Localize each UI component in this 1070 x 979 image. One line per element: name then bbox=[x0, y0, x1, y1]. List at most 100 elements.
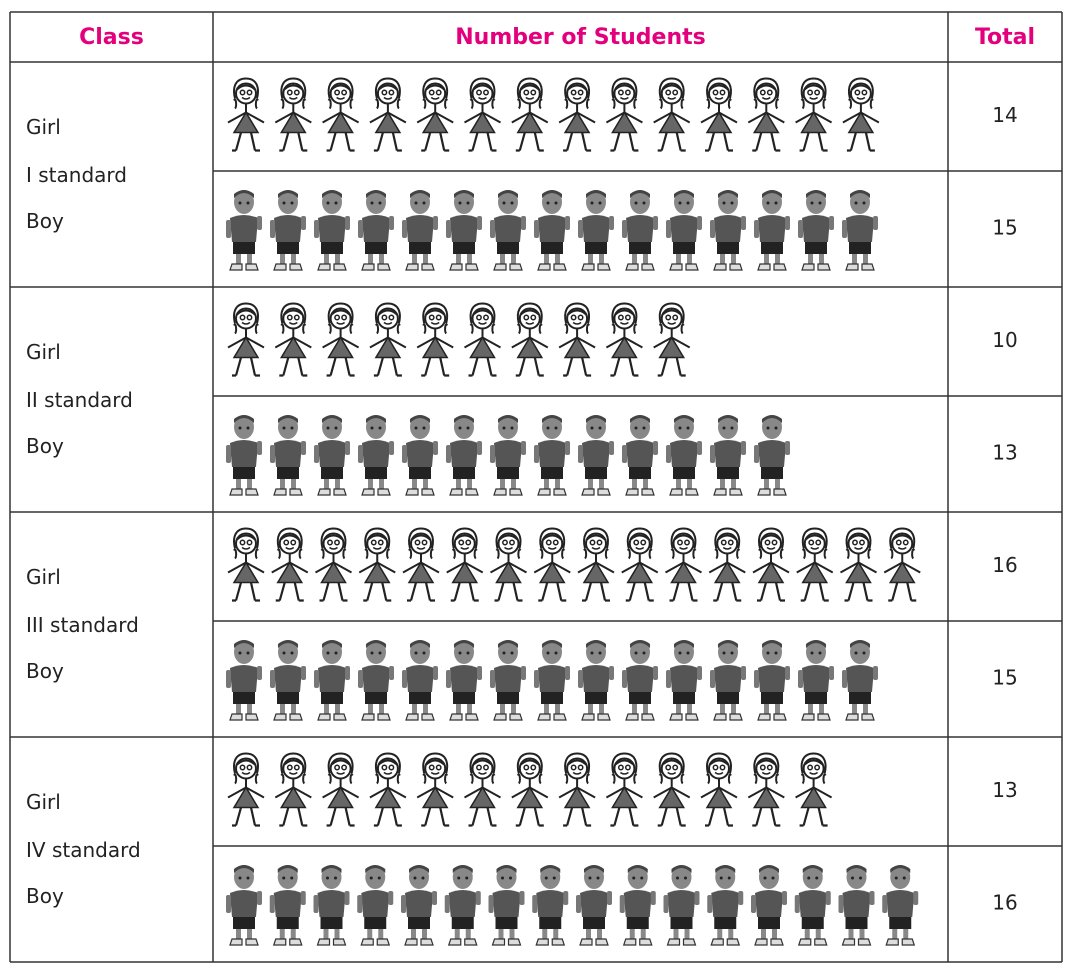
girl-icon bbox=[489, 527, 528, 602]
boy-icon bbox=[401, 414, 439, 496]
row-label: Boy bbox=[26, 209, 64, 233]
total-cell: 10 bbox=[992, 328, 1017, 352]
boy-icon bbox=[709, 639, 747, 721]
boy-icon bbox=[665, 639, 703, 721]
girl-icon bbox=[533, 527, 572, 602]
girl-icon bbox=[274, 302, 313, 377]
row-label: Girl bbox=[26, 790, 61, 814]
girl-icon bbox=[368, 752, 407, 827]
row-label: Girl bbox=[26, 340, 61, 364]
boy-icon bbox=[357, 189, 395, 271]
boy-icon bbox=[313, 414, 351, 496]
total-cell: 16 bbox=[992, 553, 1017, 577]
girl-icon bbox=[321, 752, 360, 827]
girl-icon bbox=[416, 752, 455, 827]
boy-icon bbox=[357, 414, 395, 496]
boy-icon bbox=[444, 864, 482, 946]
girl-icon bbox=[416, 302, 455, 377]
boy-icon bbox=[665, 414, 703, 496]
boy-icon bbox=[750, 864, 788, 946]
boy-icon bbox=[577, 414, 615, 496]
girl-icon bbox=[839, 527, 878, 602]
boy-icon bbox=[269, 639, 307, 721]
row-label: Girl bbox=[26, 565, 61, 589]
girl-icon bbox=[794, 752, 833, 827]
header-cell: Total bbox=[975, 25, 1035, 50]
girl-icon bbox=[652, 302, 691, 377]
girl-icon bbox=[652, 752, 691, 827]
class-name: I standard bbox=[26, 163, 127, 187]
girl-icon bbox=[510, 302, 549, 377]
boy-icon bbox=[881, 864, 919, 946]
boy-icon bbox=[533, 189, 571, 271]
boy-icon bbox=[313, 639, 351, 721]
girl-icon bbox=[795, 527, 834, 602]
boy-icon bbox=[356, 864, 394, 946]
boy-icon bbox=[619, 864, 657, 946]
girl-icon bbox=[605, 752, 644, 827]
boy-icon bbox=[445, 639, 483, 721]
boy-icon bbox=[225, 189, 263, 271]
boy-icon bbox=[794, 864, 832, 946]
boy-icon bbox=[487, 864, 526, 946]
girl-icon bbox=[463, 752, 502, 827]
boy-icon bbox=[489, 639, 527, 721]
boy-icon bbox=[837, 864, 876, 946]
girl-icon bbox=[883, 527, 922, 602]
total-cell: 15 bbox=[992, 666, 1017, 690]
row-label: Boy bbox=[26, 434, 64, 458]
girl-icon bbox=[226, 752, 266, 827]
girl-icon bbox=[664, 527, 703, 602]
girl-icon bbox=[751, 527, 791, 602]
boy-icon bbox=[531, 864, 569, 946]
boy-icon bbox=[269, 414, 307, 496]
boy-icon bbox=[445, 189, 483, 271]
girl-icon bbox=[401, 527, 441, 602]
girl-icon bbox=[652, 77, 691, 152]
girl-icon bbox=[620, 527, 659, 602]
boy-icon bbox=[797, 189, 835, 271]
girl-icon bbox=[557, 302, 597, 377]
girl-icon bbox=[747, 77, 786, 152]
boy-icon bbox=[665, 189, 703, 271]
boy-icon bbox=[753, 189, 791, 271]
boy-icon bbox=[445, 414, 483, 496]
boy-icon bbox=[621, 189, 659, 271]
girl-icon bbox=[699, 77, 739, 152]
class-name: III standard bbox=[26, 613, 139, 637]
row-label: Girl bbox=[26, 115, 61, 139]
total-cell: 15 bbox=[992, 216, 1017, 240]
boy-icon bbox=[225, 414, 263, 496]
girl-icon bbox=[274, 77, 313, 152]
boy-icon bbox=[841, 189, 879, 271]
boy-icon bbox=[709, 189, 747, 271]
girl-icon bbox=[841, 77, 881, 152]
boy-icon bbox=[269, 864, 307, 946]
girl-icon bbox=[226, 527, 266, 602]
girl-icon bbox=[708, 527, 747, 602]
total-cell: 14 bbox=[992, 103, 1017, 127]
boy-icon bbox=[489, 189, 527, 271]
class-name: IV standard bbox=[26, 838, 141, 862]
class-name: II standard bbox=[26, 388, 133, 412]
boy-icon bbox=[841, 639, 879, 721]
girl-icon bbox=[321, 302, 360, 377]
boy-icon bbox=[753, 414, 791, 496]
girl-icon bbox=[510, 752, 549, 827]
row-label: Boy bbox=[26, 884, 64, 908]
girl-icon bbox=[557, 77, 597, 152]
boy-icon bbox=[709, 414, 747, 496]
boy-icon bbox=[662, 864, 701, 946]
boy-icon bbox=[753, 639, 791, 721]
total-cell: 13 bbox=[992, 441, 1017, 465]
girl-icon bbox=[445, 527, 484, 602]
boy-icon bbox=[533, 414, 571, 496]
girl-icon bbox=[226, 302, 266, 377]
header-cell: Class bbox=[79, 25, 144, 50]
girl-icon bbox=[605, 302, 644, 377]
boy-icon bbox=[400, 864, 438, 946]
boy-icon bbox=[577, 189, 615, 271]
boy-icon bbox=[706, 864, 744, 946]
girl-icon bbox=[274, 752, 313, 827]
